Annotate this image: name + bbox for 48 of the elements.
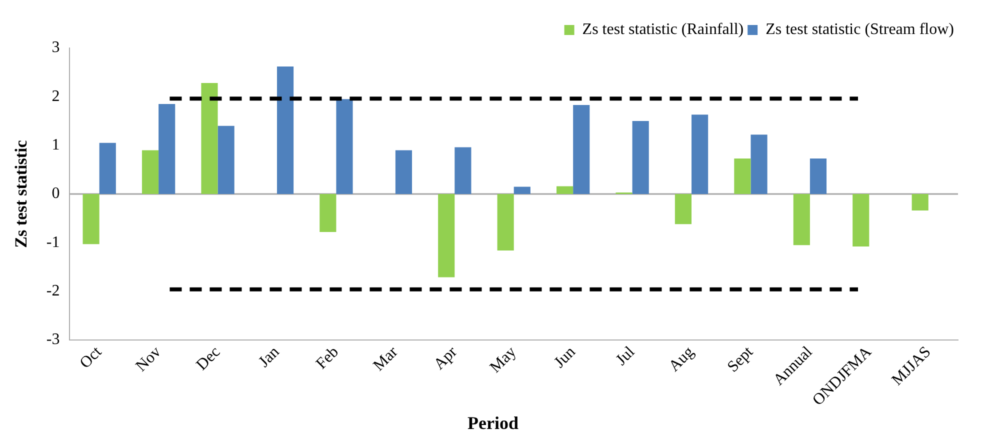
bar xyxy=(395,150,412,194)
bar xyxy=(632,120,649,194)
x-tick-label: Nov xyxy=(132,344,164,376)
bar xyxy=(692,114,708,194)
x-tick-label: May xyxy=(486,344,520,376)
x-tick-label: Mar xyxy=(370,343,402,374)
x-tick-label: Aug xyxy=(666,344,698,376)
x-tick-label: Dec xyxy=(193,344,224,374)
bar xyxy=(674,194,692,224)
bar xyxy=(320,194,336,232)
bar xyxy=(218,126,234,194)
bar xyxy=(336,99,353,194)
bar xyxy=(734,158,751,194)
bar xyxy=(158,104,176,194)
x-tick-label: Jun xyxy=(551,344,579,372)
y-tick-label: -3 xyxy=(46,331,60,348)
bar xyxy=(497,194,514,250)
x-tick-label: Feb xyxy=(313,344,342,373)
bar xyxy=(556,186,574,194)
bar xyxy=(514,186,530,194)
y-axis-title: Zs test statistic xyxy=(12,140,31,248)
y-tick-label: -1 xyxy=(46,234,60,251)
bar xyxy=(573,104,590,194)
bar xyxy=(82,194,100,244)
x-axis-title: Period xyxy=(466,413,520,434)
legend-label: Zs test statistic (Stream flow) xyxy=(766,21,954,38)
bar xyxy=(454,147,472,194)
bar xyxy=(142,150,159,194)
x-tick-label: Jan xyxy=(256,344,283,371)
bar xyxy=(912,194,928,211)
y-tick-label: 3 xyxy=(52,39,60,56)
bar xyxy=(438,194,455,278)
x-tick-label: Sept xyxy=(724,343,757,376)
y-tick-label: -2 xyxy=(46,282,60,300)
bar xyxy=(276,66,294,194)
bar xyxy=(750,134,768,194)
legend-label: Zs test statistic (Rainfall) xyxy=(582,21,744,38)
bar xyxy=(852,194,870,247)
x-tick-label: Apr xyxy=(430,343,461,374)
bar xyxy=(793,194,810,246)
y-tick-label: 1 xyxy=(52,136,60,154)
bar xyxy=(201,83,218,194)
bar xyxy=(99,142,116,194)
y-tick-label: 2 xyxy=(52,88,60,105)
y-tick-label: 0 xyxy=(52,185,60,202)
x-tick-label: Oct xyxy=(76,343,106,372)
bar xyxy=(810,158,827,194)
x-tick-label: Jul xyxy=(612,343,638,369)
